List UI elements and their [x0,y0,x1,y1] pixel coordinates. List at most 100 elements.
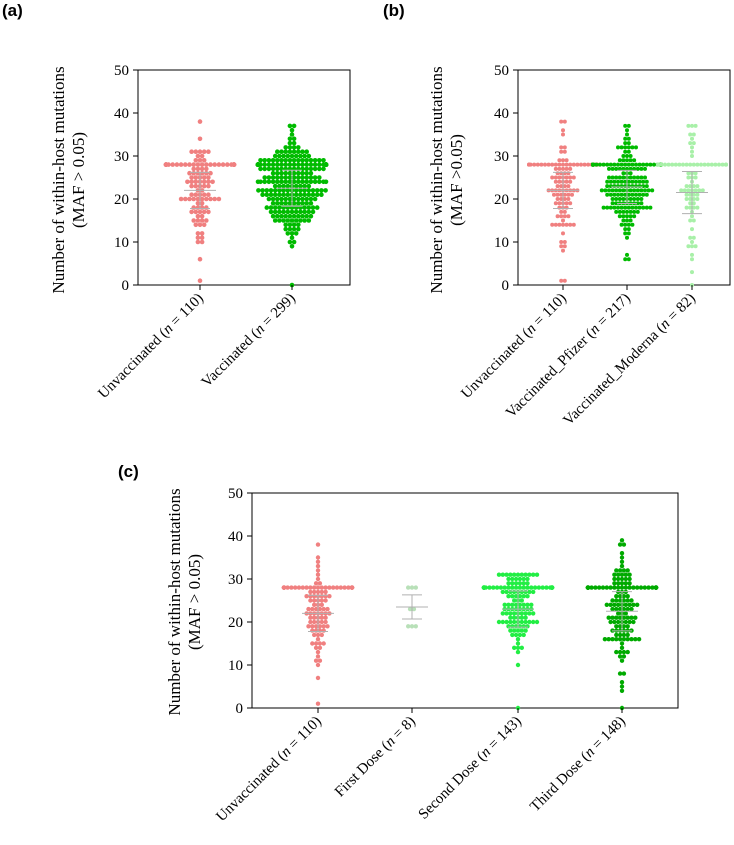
data-point [605,184,610,189]
data-point [566,171,571,176]
data-point [709,162,714,167]
data-point [688,201,693,206]
data-point [717,162,721,167]
data-point [610,166,615,171]
data-point [568,175,573,180]
data-point [199,196,205,202]
data-point [504,572,509,577]
data-point [296,162,301,167]
data-point [525,581,530,586]
data-point [298,218,303,223]
data-point [331,585,336,590]
data-point [521,581,526,586]
data-point [534,572,540,577]
data-point [619,688,625,693]
data-point [413,624,418,629]
data-point [535,162,540,167]
data-point [693,175,698,180]
data-point [557,179,562,184]
data-point [559,197,564,201]
data-point [279,158,284,163]
data-point [289,153,295,159]
data-point [626,231,631,236]
data-point [641,192,646,197]
data-point [626,145,631,150]
data-point [313,581,319,586]
data-point [635,602,640,607]
x-categories: Unvaccinated (n = 110)Vaccinated (n = 29… [95,285,299,402]
data-point [321,628,326,633]
data-point [623,611,628,616]
plot-frame [251,492,679,709]
data-point [575,162,580,167]
data-point [643,188,647,193]
data-point [623,572,628,577]
panel-a: (a) Number of within-host mutations (MAF… [2,1,351,402]
data-point [313,658,319,663]
x-category-label: Third Dose (n = 148) [527,714,629,816]
data-point [272,188,278,193]
data-point [621,624,627,629]
data-point [338,585,343,590]
data-point [519,628,524,633]
data-point [627,585,632,590]
data-point [319,192,324,197]
data-point [623,149,628,154]
data-point [644,179,649,184]
data-point [300,175,305,180]
data-point [633,637,638,642]
data-point [688,192,693,197]
data-point [313,624,319,629]
data-point [291,140,297,146]
data-point [568,166,573,171]
data-point [502,585,507,590]
data-point [302,209,307,215]
y-axis-label-2: (MAF >0.05) [447,134,466,226]
y-tick-label: 10 [494,235,509,251]
data-point [315,649,321,655]
data-point [300,170,305,176]
data-point [659,162,664,167]
data-point [321,624,326,629]
data-point [616,184,620,189]
y-tick-label: 50 [494,63,509,79]
data-point [199,231,205,236]
data-point [519,645,524,650]
data-point [314,192,320,197]
data-point [617,598,623,603]
data-point [512,572,517,577]
data-point [562,244,567,249]
data-point [283,175,289,180]
data-point [178,162,184,167]
data-point [585,585,591,590]
data-point [564,201,569,206]
data-point [312,175,318,180]
data-point [629,615,634,620]
data-point [619,563,625,569]
data-point [315,675,321,681]
data-point [193,175,199,180]
data-point [523,628,528,633]
data-point [630,179,635,184]
data-point [557,158,562,163]
data-point [521,594,526,599]
data-point [281,183,286,189]
panel-c: (c) Number of within-host mutations (MAF… [118,462,679,825]
category-prefix: Second Dose ( [416,750,489,823]
data-point [296,145,301,150]
data-point [638,585,644,590]
data-point [642,585,647,590]
data-point [204,205,209,210]
x-category-label: Vaccinated (n = 299) [199,291,299,391]
data-point [298,153,303,159]
data-point [308,585,313,590]
data-point [275,201,280,206]
data-point [625,218,629,223]
data-point [639,175,644,180]
y-ticks: 0 10 20 30 40 50 [494,63,518,294]
y-axis-label-2: (MAF > 0.05) [185,554,204,650]
data-point [663,162,667,167]
data-point [502,602,507,607]
data-point [621,171,626,176]
data-point [608,162,613,167]
